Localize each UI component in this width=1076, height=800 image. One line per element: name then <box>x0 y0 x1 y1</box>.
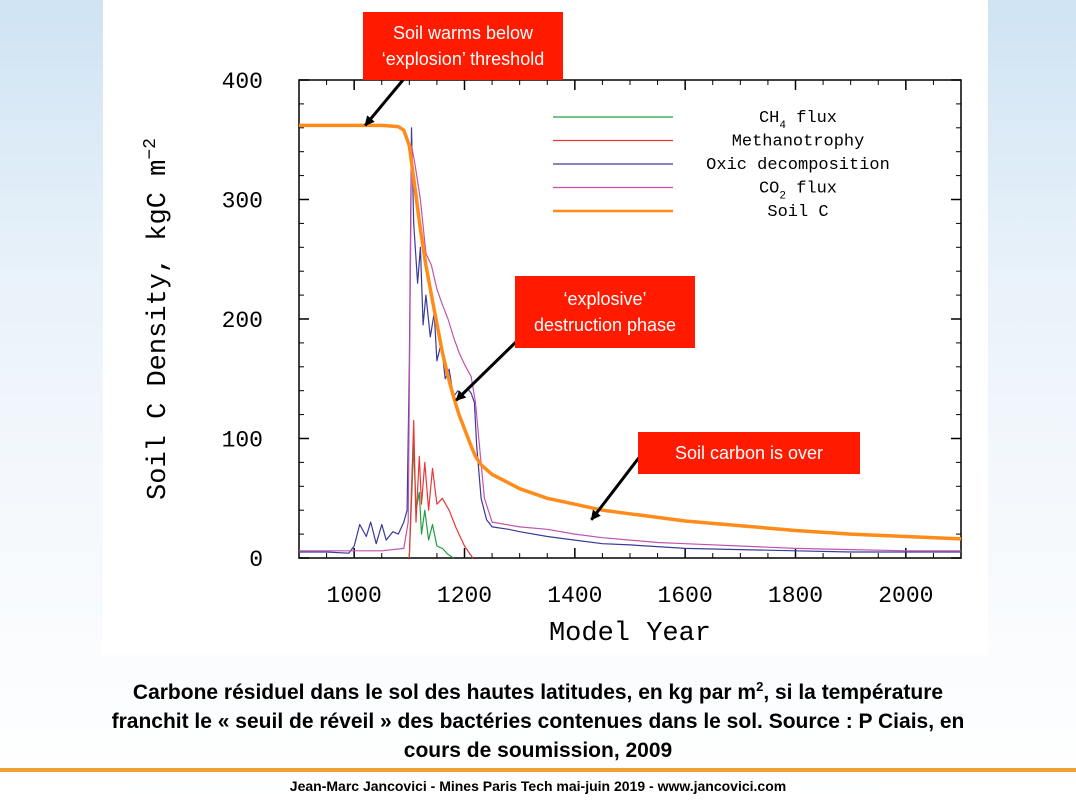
footer-divider <box>0 768 1076 772</box>
x-tick-label-1200: 1200 <box>437 583 492 609</box>
caption-line3: cours de soumission, 2009 <box>403 739 673 762</box>
legend-label-oxic-decomposition: Oxic decomposition <box>706 156 890 175</box>
legend-label-sub: 4 <box>779 120 786 132</box>
legend-label-soil-c: Soil C <box>767 203 828 222</box>
annotation-arrows <box>364 79 643 521</box>
series-layer <box>299 123 962 559</box>
legend-label-rest: flux <box>786 180 837 199</box>
series-line-methanotrophy <box>408 420 474 559</box>
y-tick-label-400: 400 <box>222 69 263 95</box>
y-axis-title-text: Soil C Density, kgC m <box>144 160 174 500</box>
x-tick-label-2000: 2000 <box>878 583 933 609</box>
caption: Carbone résiduel dans le sol des hautes … <box>0 672 1076 765</box>
annotation-arrow-1 <box>364 79 405 127</box>
y-tick-label-300: 300 <box>222 189 263 215</box>
chart-svg: 0 100 200 300 400 1000 1200 1400 1600 1800 2000 Mod… <box>141 69 962 649</box>
caption-line2: franchit le « seuil de réveil » des bact… <box>111 710 965 733</box>
caption-line1-before: Carbone résiduel dans le sol des hautes … <box>132 681 757 704</box>
y-tick-label-200: 200 <box>222 308 263 334</box>
legend-label-main: CH <box>759 109 779 128</box>
axes-layer: 0 100 200 300 400 1000 1200 1400 1600 1800 2000 Mod… <box>141 69 962 649</box>
legend-label-ch4-flux: CH4 flux <box>759 109 837 132</box>
footer-text: Jean-Marc Jancovici - Mines Paris Tech m… <box>289 778 787 794</box>
callout-soil-carbon-over: Soil carbon is over <box>638 432 860 474</box>
x-tick-label-1600: 1600 <box>658 583 713 609</box>
legend-label-main: CO <box>759 180 779 199</box>
x-tick-label-1800: 1800 <box>768 583 823 609</box>
y-tick-label-100: 100 <box>222 428 263 454</box>
x-axis-title: Model Year <box>549 619 711 649</box>
callout-explosion-threshold: Soil warms below ‘explosion’ threshold <box>363 12 563 80</box>
legend-label-co2-flux: CO2 flux <box>759 180 837 203</box>
x-tick-label-1400: 1400 <box>547 583 602 609</box>
y-axis-title-sup: −2 <box>141 138 161 160</box>
series-line-soil-c <box>299 123 962 541</box>
y-axis-title: Soil C Density, kgC m−2 <box>141 138 174 500</box>
legend-label-sub: 2 <box>779 191 786 203</box>
chart-panel: 0 100 200 300 400 1000 1200 1400 1600 1800 2000 Mod… <box>103 0 988 655</box>
legend-label-methanotrophy: Methanotrophy <box>732 133 865 152</box>
annotation-arrow-2 <box>455 338 520 402</box>
y-tick-label-0: 0 <box>249 547 263 573</box>
legend-label-rest: flux <box>786 109 837 128</box>
series-line-co2-flux <box>299 145 961 552</box>
annotation-arrow-3 <box>590 454 643 521</box>
callout-explosive-phase: ‘explosive’ destruction phase <box>515 276 695 348</box>
caption-line1-after: , si la température <box>763 681 944 704</box>
x-tick-label-1000: 1000 <box>327 583 382 609</box>
caption-line1-sup: 2 <box>756 679 764 694</box>
